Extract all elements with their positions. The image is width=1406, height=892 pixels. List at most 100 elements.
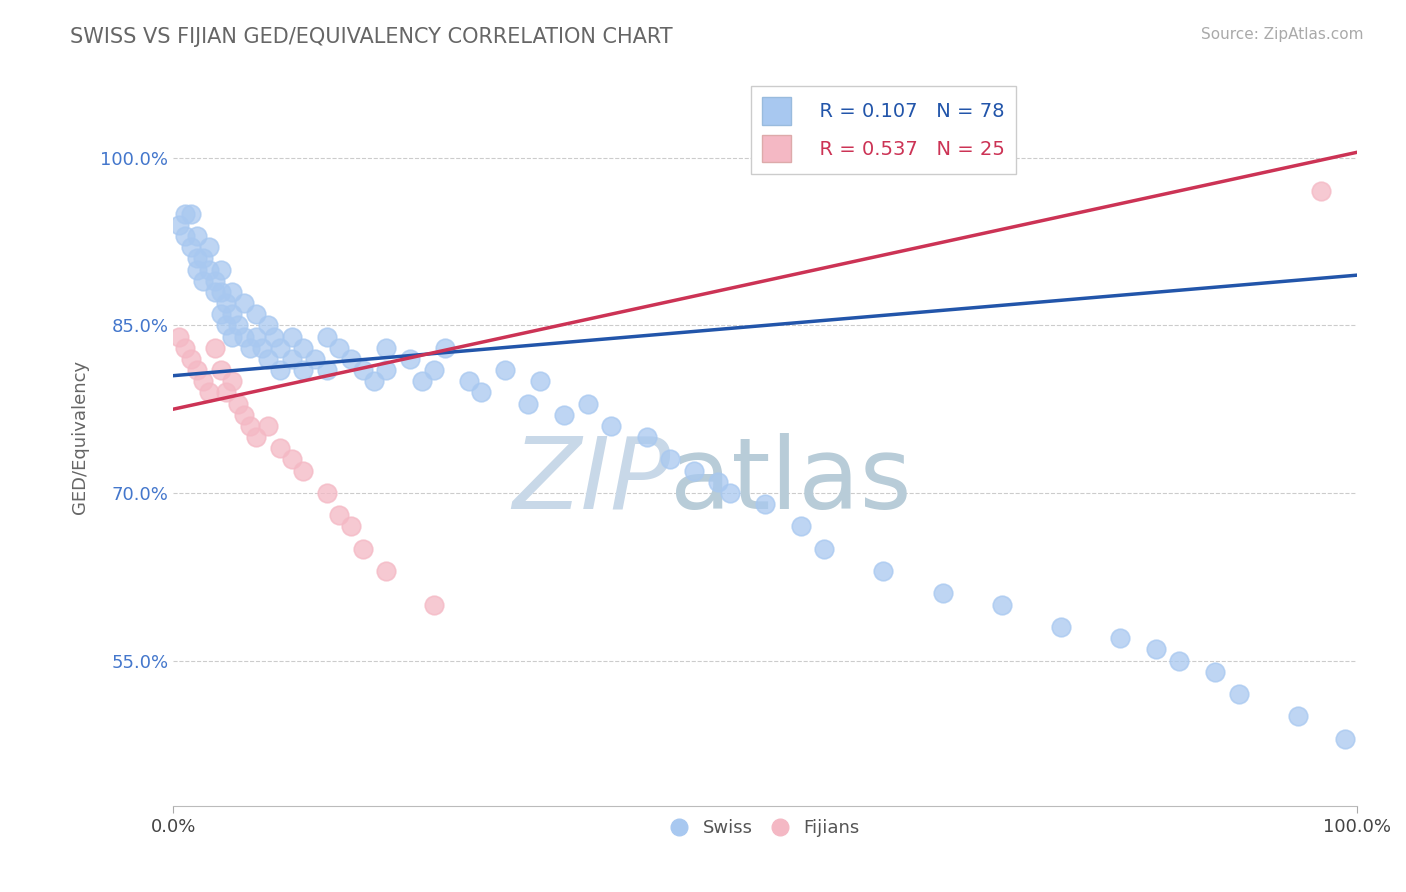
Point [239, 341, 262, 355]
Point [221, 307, 243, 321]
Point [683, 464, 706, 478]
Point [257, 318, 280, 333]
Point [517, 396, 540, 410]
Point [269, 363, 291, 377]
Point [257, 351, 280, 366]
Point [576, 396, 599, 410]
Point [316, 486, 339, 500]
Point [1334, 731, 1357, 746]
Point [263, 329, 285, 343]
Point [659, 452, 682, 467]
Point [174, 207, 197, 221]
Point [1204, 665, 1226, 679]
Point [245, 430, 267, 444]
Point [245, 307, 267, 321]
Point [339, 351, 361, 366]
Point [292, 341, 315, 355]
Point [221, 374, 243, 388]
Point [233, 296, 256, 310]
Point [316, 329, 339, 343]
Point [197, 385, 219, 400]
Point [375, 341, 398, 355]
Point [304, 351, 326, 366]
Point [186, 262, 208, 277]
Point [233, 408, 256, 422]
Point [1168, 653, 1191, 667]
Point [458, 374, 481, 388]
Point [209, 262, 232, 277]
Point [209, 363, 232, 377]
Point [328, 341, 350, 355]
Text: SWISS VS FIJIAN GED/EQUIVALENCY CORRELATION CHART: SWISS VS FIJIAN GED/EQUIVALENCY CORRELAT… [70, 27, 673, 46]
Point [280, 329, 302, 343]
Point [186, 229, 208, 244]
Point [209, 285, 232, 299]
Point [233, 329, 256, 343]
Legend: Swiss, Fijians: Swiss, Fijians [664, 812, 868, 845]
Point [221, 285, 243, 299]
Point [221, 329, 243, 343]
Point [1286, 709, 1309, 723]
Point [239, 419, 262, 434]
Point [636, 430, 658, 444]
Point [375, 564, 398, 578]
Point [434, 341, 457, 355]
Point [191, 274, 214, 288]
Point [292, 464, 315, 478]
Point [706, 475, 728, 489]
Point [269, 442, 291, 456]
Point [352, 541, 374, 556]
Point [718, 486, 741, 500]
Point [167, 218, 190, 232]
Point [813, 541, 835, 556]
Point [180, 240, 202, 254]
Point [470, 385, 492, 400]
Point [245, 329, 267, 343]
Point [257, 419, 280, 434]
Point [186, 252, 208, 266]
Point [553, 408, 575, 422]
Point [186, 363, 208, 377]
Point [1050, 620, 1073, 634]
Point [789, 519, 811, 533]
Point [215, 296, 238, 310]
Text: Source: ZipAtlas.com: Source: ZipAtlas.com [1201, 27, 1364, 42]
Point [228, 396, 250, 410]
Point [931, 586, 953, 600]
Point [328, 508, 350, 523]
Point [209, 307, 232, 321]
Point [1109, 631, 1132, 645]
Point [269, 341, 291, 355]
Point [529, 374, 551, 388]
Text: ZIP: ZIP [512, 433, 671, 530]
Point [872, 564, 894, 578]
Point [292, 363, 315, 377]
Point [363, 374, 385, 388]
Point [174, 229, 197, 244]
Point [228, 318, 250, 333]
Point [422, 363, 444, 377]
Point [600, 419, 623, 434]
Point [180, 207, 202, 221]
Point [991, 598, 1014, 612]
Point [316, 363, 339, 377]
Point [375, 363, 398, 377]
Point [204, 341, 226, 355]
Point [411, 374, 433, 388]
Point [167, 329, 190, 343]
Point [215, 385, 238, 400]
Point [197, 262, 219, 277]
Text: atlas: atlas [671, 433, 912, 530]
Point [180, 351, 202, 366]
Point [204, 274, 226, 288]
Point [215, 318, 238, 333]
Point [250, 341, 273, 355]
Point [280, 452, 302, 467]
Point [422, 598, 444, 612]
Point [352, 363, 374, 377]
Point [191, 374, 214, 388]
Point [494, 363, 516, 377]
Point [339, 519, 361, 533]
Point [174, 341, 197, 355]
Point [1144, 642, 1167, 657]
